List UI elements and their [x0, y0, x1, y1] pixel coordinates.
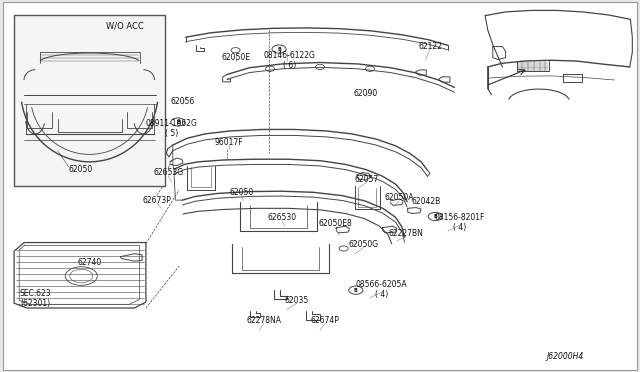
Text: J62000H4: J62000H4: [546, 352, 583, 361]
Text: B: B: [176, 119, 180, 125]
Text: B: B: [277, 46, 281, 52]
Text: 626530: 626530: [267, 213, 296, 222]
Text: 62050: 62050: [68, 165, 93, 174]
Text: 62050: 62050: [230, 188, 254, 197]
Text: 62056: 62056: [171, 97, 195, 106]
Text: 08911-1062G
( 5): 08911-1062G ( 5): [145, 119, 198, 138]
Text: B: B: [354, 288, 358, 293]
Text: 62227BN: 62227BN: [388, 229, 423, 238]
Text: 62050G: 62050G: [348, 240, 379, 249]
Text: 62035: 62035: [285, 296, 309, 305]
Text: 08156-8201F
( 4): 08156-8201F ( 4): [435, 213, 484, 232]
Text: 62050E8: 62050E8: [319, 219, 352, 228]
Text: 62278NA: 62278NA: [246, 316, 281, 325]
Text: 62057: 62057: [355, 175, 379, 184]
Text: W/O ACC: W/O ACC: [106, 22, 143, 31]
Text: 62050A: 62050A: [385, 193, 414, 202]
Text: 08146-6122G
( 6): 08146-6122G ( 6): [263, 51, 316, 70]
Text: 62653G: 62653G: [153, 169, 184, 177]
Text: SEC.623
(62301): SEC.623 (62301): [19, 289, 51, 308]
Text: 62050E: 62050E: [221, 53, 250, 62]
Text: 62122: 62122: [418, 42, 442, 51]
Text: 62674P: 62674P: [310, 316, 340, 325]
Text: 62673P: 62673P: [142, 196, 172, 205]
Text: 62090: 62090: [354, 89, 378, 98]
Text: 62042B: 62042B: [412, 197, 441, 206]
Text: 62740: 62740: [77, 258, 102, 267]
Text: B: B: [433, 214, 437, 219]
Text: 96017F: 96017F: [215, 138, 243, 147]
Text: 08566-6205A
( 4): 08566-6205A ( 4): [356, 280, 407, 299]
Bar: [14, 15, 165, 186]
